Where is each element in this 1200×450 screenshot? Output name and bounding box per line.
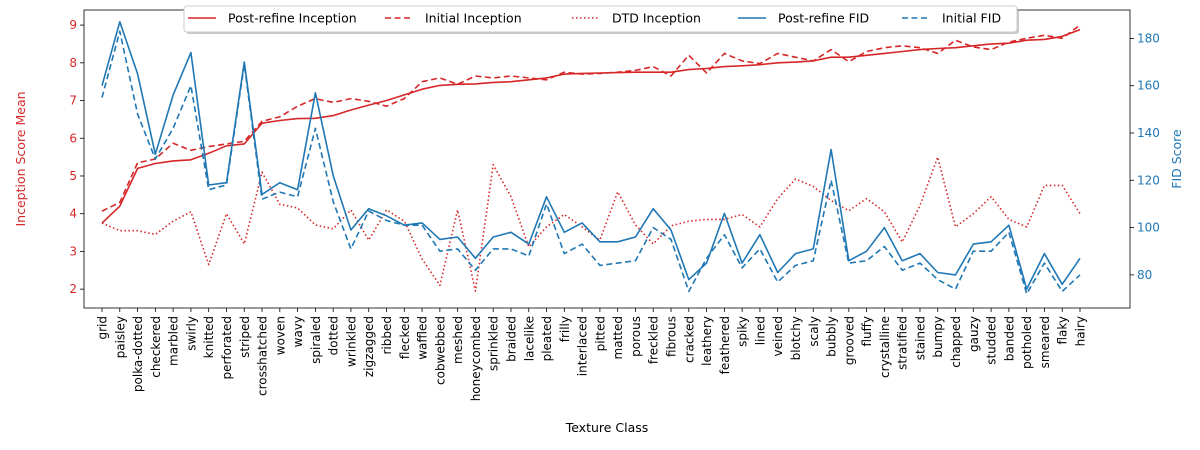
x-axis-tick-label: grooved: [842, 316, 856, 365]
legend: Post-refine Inception Initial Inception DT…: [183, 5, 1019, 34]
x-axis-tick-label: leathery: [700, 316, 714, 366]
x-axis-tick-label: wavy: [291, 316, 305, 347]
x-axis-tick-label: sprinkled: [487, 316, 501, 371]
x-axis-tick-label: veined: [771, 316, 785, 356]
left-axis-tick-label: 9: [69, 18, 77, 32]
x-axis-tick-label: studded: [985, 316, 999, 365]
x-axis-tick-label: lined: [753, 316, 767, 345]
x-axis-tick-label: stained: [913, 316, 927, 360]
right-axis-title: FID Score: [1169, 129, 1184, 189]
x-axis-tick-label: spiraled: [309, 316, 323, 364]
x-axis-title: Texture Class: [565, 420, 649, 435]
x-axis-tick-label: bubbly: [825, 316, 839, 357]
legend-label: DTD Inception: [612, 11, 701, 26]
series-line-dtd-inception: [101, 156, 1081, 292]
x-axis-tick-label: scaly: [807, 316, 821, 347]
x-axis-tick-label: pleated: [540, 316, 554, 361]
right-axis-tick-label: 160: [1137, 79, 1160, 93]
x-axis-tick-label: fluffy: [860, 316, 874, 347]
x-axis-tick-label: crosshatched: [256, 316, 270, 396]
left-axis-tick-label: 3: [69, 244, 77, 258]
x-axis-tick-label: grid: [96, 316, 110, 340]
x-axis-tick-label: banded: [1002, 316, 1016, 361]
x-axis-tick-label: polka-dotted: [131, 316, 145, 392]
x-axis-tick-label: checkered: [149, 316, 163, 378]
x-axis-tick-label: swirly: [184, 316, 198, 351]
x-axis-tick-label: cracked: [682, 316, 696, 363]
x-axis-tick-label: honeycombed: [469, 316, 483, 401]
x-axis-tick-label: meshed: [451, 316, 465, 364]
x-axis-tick-label: fibrous: [665, 316, 679, 357]
x-axis-tick-label: matted: [611, 316, 625, 359]
x-axis-tick-label: flaky: [1056, 316, 1070, 345]
left-axis-tick-label: 8: [69, 56, 77, 70]
left-axis-tick-label: 7: [69, 94, 77, 108]
x-axis-tick-label: interlaced: [576, 316, 590, 376]
x-axis-tick-label: woven: [273, 316, 287, 355]
x-axis: grid paisley polka-dotted checkered marbled s…: [96, 308, 1088, 401]
legend-label: Initial Inception: [425, 11, 522, 26]
x-axis-tick-label: paisley: [113, 316, 127, 358]
x-axis-tick-label: lacelike: [522, 316, 536, 361]
right-axis-tick-label: 100: [1137, 221, 1160, 235]
right-axis-tick-label: 180: [1137, 31, 1160, 45]
x-axis-tick-label: flecked: [398, 316, 412, 359]
left-axis-tick-label: 2: [69, 282, 77, 296]
x-axis-tick-label: pitted: [593, 316, 607, 351]
x-axis-tick-label: crystalline: [878, 316, 892, 378]
left-axis-tick-label: 4: [69, 207, 77, 221]
x-axis-tick-label: marbled: [167, 316, 181, 366]
x-axis-tick-label: smeared: [1038, 316, 1052, 368]
right-axis-tick-label: 140: [1137, 126, 1160, 140]
series-line-initial-fid: [101, 30, 1081, 295]
x-axis-tick-label: freckled: [647, 316, 661, 364]
x-axis-tick-label: wrinkled: [344, 316, 358, 367]
x-axis-tick-label: waffled: [416, 316, 430, 360]
x-axis-tick-label: feathered: [718, 316, 732, 374]
left-axis: 2 3 4 5 6 7 8 9: [69, 18, 84, 296]
legend-box: [183, 5, 1018, 33]
left-axis-tick-label: 6: [69, 131, 77, 145]
x-axis-tick-label: hairy: [1074, 316, 1088, 346]
x-axis-tick-label: gauzy: [967, 316, 981, 352]
x-axis-tick-label: braided: [504, 316, 518, 362]
plot-lines: [101, 20, 1081, 295]
right-axis: 80 100 120 140 160 180: [1130, 31, 1160, 282]
left-axis-title: Inception Score Mean: [13, 91, 28, 226]
x-axis-tick-label: knitted: [202, 316, 216, 358]
series-line-initial-inception: [101, 24, 1081, 212]
x-axis-tick-label: zigzagged: [362, 316, 376, 377]
plot-frame: [83, 9, 1131, 309]
series-line-post-refine-fid: [101, 20, 1081, 290]
x-axis-tick-label: cobwebbed: [433, 316, 447, 385]
right-axis-tick-label: 80: [1137, 268, 1152, 282]
left-axis-tick-label: 5: [69, 169, 77, 183]
x-axis-tick-label: frilly: [558, 316, 572, 342]
legend-label: Post-refine FID: [778, 11, 869, 26]
x-axis-tick-label: porous: [629, 316, 643, 357]
x-axis-tick-label: spiky: [736, 316, 750, 347]
right-axis-tick-label: 120: [1137, 173, 1160, 187]
x-axis-tick-label: chapped: [949, 316, 963, 368]
x-axis-tick-label: stratified: [896, 316, 910, 370]
x-axis-tick-label: ribbed: [380, 316, 394, 355]
x-axis-tick-label: potholed: [1020, 316, 1034, 369]
x-axis-tick-label: perforated: [220, 316, 234, 380]
x-axis-tick-label: blotchy: [789, 316, 803, 360]
x-axis-tick-label: striped: [238, 316, 252, 358]
x-axis-tick-label: dotted: [327, 316, 341, 355]
series-line-post-refine-inception: [101, 28, 1081, 224]
x-axis-tick-label: bumpy: [931, 316, 945, 358]
legend-label: Post-refine Inception: [228, 11, 357, 26]
legend-label: Initial FID: [942, 11, 1001, 26]
